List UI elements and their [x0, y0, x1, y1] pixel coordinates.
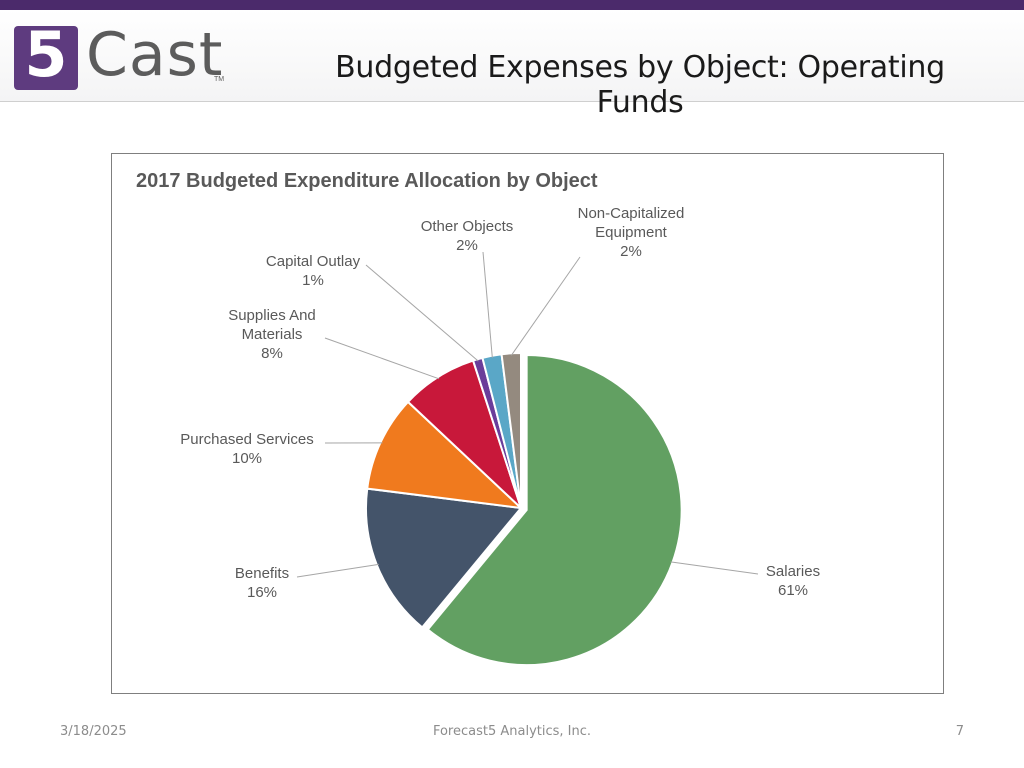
slice-percent-salaries: 61%	[778, 582, 808, 599]
slice-percent-non-capitalized-equipment: 2%	[620, 243, 642, 260]
slice-label-salaries: Salaries 61%	[766, 563, 820, 599]
slice-label-non-capitalized-equipment: Non-Capitalized Equipment 2%	[578, 205, 685, 260]
forecast5-logo: 5 Cast TM	[14, 20, 234, 96]
footer-date: 3/18/2025	[60, 724, 127, 739]
footer-page-number: 7	[955, 724, 964, 739]
pie-slice-non-capitalized-equipment	[500, 351, 522, 509]
footer-company: Forecast5 Analytics, Inc.	[432, 724, 592, 739]
slide-header: 5 Cast TM Budgeted Expenses by Object: O…	[0, 10, 1024, 120]
slice-percent-benefits: 16%	[247, 584, 277, 601]
chart-title: 2017 Budgeted Expenditure Allocation by …	[136, 170, 598, 192]
slice-label-benefits: Benefits 16%	[235, 565, 289, 601]
logo-trademark: TM	[214, 76, 225, 83]
leader-line-non-capitalized-equipment	[510, 256, 581, 356]
pie-slice-purchased-services	[366, 400, 524, 510]
slice-label-supplies-and-materials: Supplies And Materials 8%	[228, 307, 316, 362]
slice-percent-purchased-services: 10%	[232, 450, 262, 467]
logo-mark-glyph: 5	[24, 18, 68, 91]
leader-line-other-objects	[482, 251, 493, 358]
top-accent-bar	[0, 0, 1024, 10]
slice-label-other-objects: Other Objects 2%	[421, 218, 514, 254]
leader-line-salaries	[670, 561, 759, 575]
slice-percent-capital-outlay: 1%	[302, 272, 324, 289]
slice-percent-supplies-and-materials: 8%	[261, 345, 283, 362]
leader-line-capital-outlay	[365, 264, 479, 362]
logo-mark: 5	[14, 22, 78, 90]
slice-label-purchased-services: Purchased Services 10%	[180, 431, 313, 467]
logo-wordmark: Cast	[86, 20, 224, 90]
slice-label-capital-outlay: Capital Outlay 1%	[266, 253, 361, 289]
slice-percent-other-objects: 2%	[456, 237, 478, 254]
leader-line-supplies-and-materials	[324, 337, 440, 380]
slide-title: Budgeted Expenses by Object: Operating F…	[335, 50, 945, 120]
leader-line-benefits	[296, 563, 379, 578]
